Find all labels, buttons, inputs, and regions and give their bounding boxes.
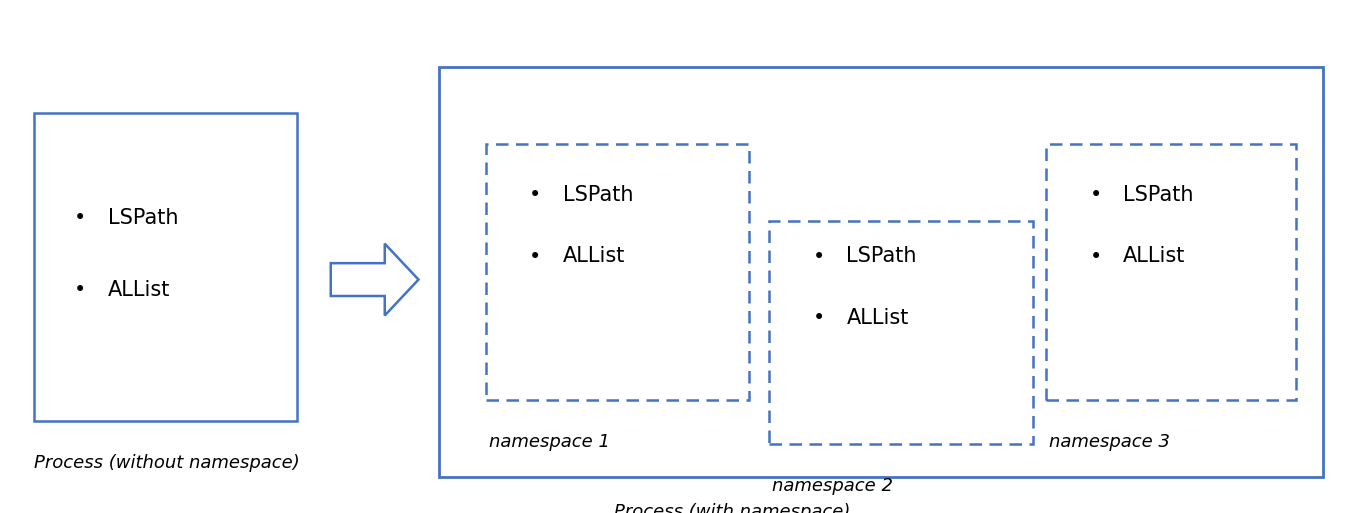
Bar xyxy=(34,113,297,421)
Text: ALList: ALList xyxy=(563,247,625,266)
Text: namespace 1: namespace 1 xyxy=(489,433,610,451)
Text: •: • xyxy=(74,280,86,300)
Text: ALList: ALList xyxy=(1123,247,1185,266)
Text: •: • xyxy=(529,247,541,266)
Bar xyxy=(769,221,1033,444)
Polygon shape xyxy=(331,244,418,315)
Text: •: • xyxy=(74,208,86,228)
Text: •: • xyxy=(1089,185,1102,205)
Text: •: • xyxy=(813,247,825,266)
Text: •: • xyxy=(1089,247,1102,266)
Text: Process (without namespace): Process (without namespace) xyxy=(34,454,300,472)
Bar xyxy=(439,67,1323,477)
Text: LSPath: LSPath xyxy=(563,185,633,205)
Bar xyxy=(486,144,749,400)
Text: LSPath: LSPath xyxy=(846,247,917,266)
Text: ALList: ALList xyxy=(108,280,170,300)
Text: •: • xyxy=(529,185,541,205)
Text: •: • xyxy=(813,308,825,328)
Bar xyxy=(1046,144,1296,400)
Text: LSPath: LSPath xyxy=(1123,185,1193,205)
Text: namespace 3: namespace 3 xyxy=(1049,433,1170,451)
Text: ALList: ALList xyxy=(846,308,909,328)
Text: Process (with namespace): Process (with namespace) xyxy=(614,503,850,513)
Text: namespace 2: namespace 2 xyxy=(772,477,894,495)
Text: LSPath: LSPath xyxy=(108,208,178,228)
